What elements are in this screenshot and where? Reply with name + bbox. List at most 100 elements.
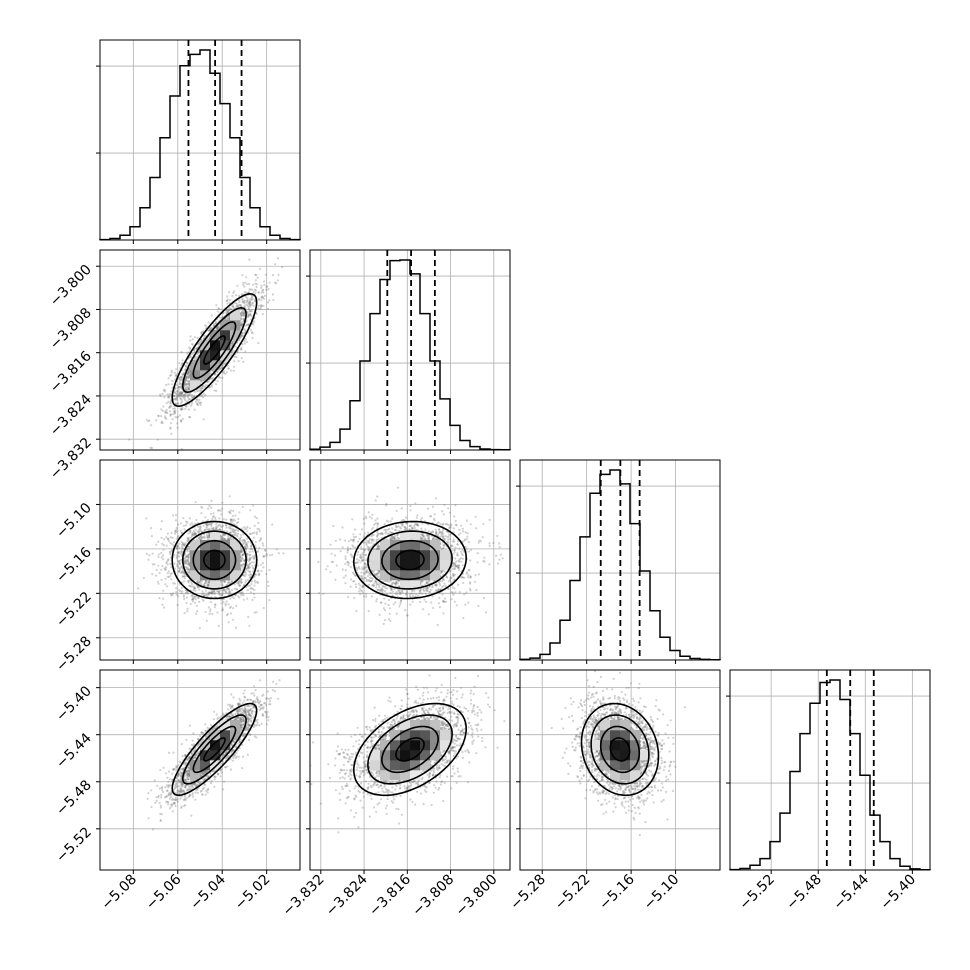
sample-point [257,304,260,307]
sample-point [157,555,160,558]
sample-point [147,558,150,561]
sample-point [176,551,179,554]
sample-point [225,591,228,594]
sample-point [254,300,257,303]
sample-point [245,545,249,548]
sample-point [203,528,206,532]
sample-point [222,533,225,536]
sample-point [195,389,198,392]
sample-point [171,418,174,421]
sample-point [187,398,190,401]
density-cell [220,330,231,341]
sample-point [191,583,194,586]
sample-point [201,536,204,539]
sample-point [232,509,235,512]
sample-point [206,536,209,539]
sample-point [220,513,223,516]
sample-point [205,522,208,526]
sample-point [179,375,182,379]
sample-point [214,516,217,520]
sample-point [237,294,241,297]
sample-point [239,335,242,338]
sample-point [244,528,247,531]
sample-point [183,543,186,546]
sample-point [246,299,249,302]
sample-point [223,581,226,584]
sample-point [248,566,251,569]
sample-point [185,382,188,385]
density-layer [128,257,284,450]
sample-point [228,606,231,610]
sample-point [249,509,252,512]
sample-point [242,542,245,545]
sample-point [242,317,245,321]
sample-point [258,573,261,576]
sample-point [191,533,194,536]
sample-point [193,532,196,535]
sample-point [245,303,248,306]
sample-point [271,274,275,277]
sample-point [251,301,254,304]
sample-point [187,376,190,379]
sample-point [167,395,170,398]
sample-point [150,446,153,450]
sample-point [205,594,208,597]
sample-point [242,574,246,577]
sample-point [175,546,178,549]
sample-point [183,544,186,547]
sample-point [246,537,249,540]
contour-2 [181,306,247,394]
sample-point [253,611,256,614]
sample-point [226,302,229,305]
sample-point [197,537,200,540]
sample-point [180,419,183,422]
sample-point [212,322,215,325]
sample-point [170,531,173,535]
sample-point [227,315,231,318]
sample-point [196,610,199,613]
sample-point [233,528,236,532]
sample-point [187,408,190,411]
sample-point [149,446,152,449]
sample-point [185,555,188,558]
sample-point [171,536,174,540]
sample-point [266,285,269,288]
sample-point [183,577,186,580]
sample-point [266,301,270,304]
sample-point [188,374,191,377]
sample-point [176,536,179,539]
sample-point [222,518,225,521]
sample-point [282,552,285,555]
sample-point [207,592,210,595]
sample-point [253,524,256,527]
sample-point [220,536,223,540]
sample-point [170,390,173,393]
sample-point [266,307,270,310]
sample-point [230,518,233,521]
sample-point [197,586,200,589]
sample-point [220,583,223,587]
sample-point [244,295,248,299]
sample-point [240,548,243,551]
sample-point [212,592,215,595]
sample-point [210,385,213,388]
sample-point [235,588,238,591]
sample-point [235,604,238,608]
sample-point [245,573,248,576]
sample-point [248,624,251,627]
sample-point [251,336,254,340]
sample-point [215,327,218,330]
sample-point [185,596,188,599]
sample-point [182,575,185,578]
sample-point [201,536,204,540]
sample-point [209,512,213,515]
sample-point [160,536,163,540]
sample-point [243,312,246,315]
sample-point [249,301,252,304]
sample-point [253,515,257,518]
sample-point [180,399,183,402]
sample-point [220,592,224,596]
sample-point [149,527,153,530]
sample-point [181,392,184,395]
sample-point [249,557,252,560]
